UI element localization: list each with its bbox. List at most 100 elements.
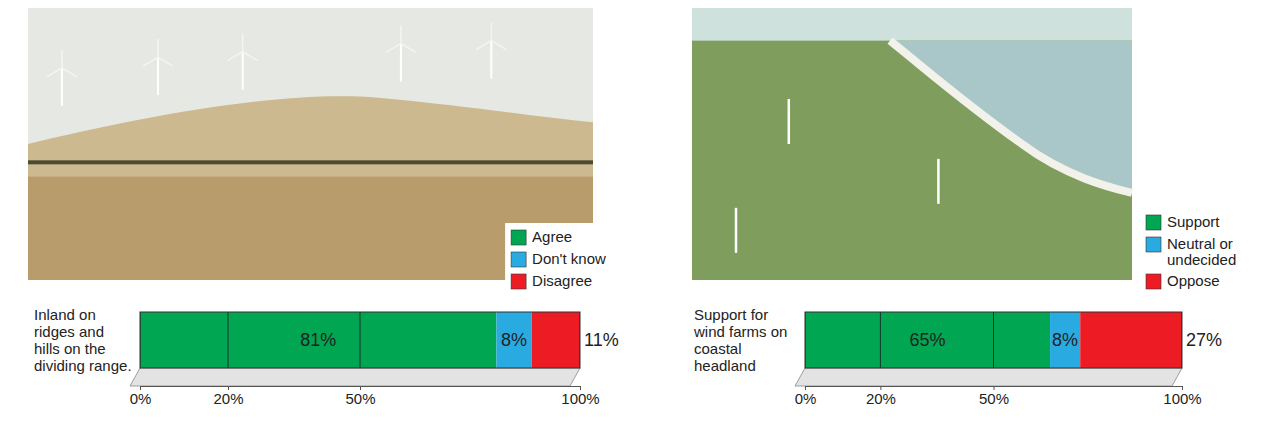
text-line: hills on the: [34, 340, 106, 357]
figure: 0% 20% 50% 100% Inland onridges andhills on …: [0, 0, 1275, 427]
text-line: dividing range.: [34, 357, 132, 374]
x-axis: 0% 20% 50% 100%: [795, 386, 1202, 407]
photo-turbine: [490, 41, 492, 79]
panel: 0% 20% 50% 100% Inland onridges andhills on …: [28, 8, 619, 407]
bar-segment: [805, 312, 1050, 368]
text-line: Support: [1167, 213, 1220, 230]
plot-area: [140, 312, 580, 368]
photo-beach: [890, 41, 1132, 193]
plot-frame: [140, 312, 580, 368]
text-line: wind farms on: [693, 323, 787, 340]
data-label: 65%: [910, 330, 946, 350]
category-label: Support forwind farms oncoastalheadland: [693, 306, 787, 374]
legend-swatch: [511, 230, 526, 245]
tick: 50%: [345, 386, 375, 407]
text-line: coastal: [694, 340, 742, 357]
text-line: Support for: [694, 306, 768, 323]
photo-turbine-blade: [491, 23, 493, 41]
tick-label: 20%: [866, 390, 896, 407]
tick: 20%: [866, 386, 896, 407]
photo-turbine: [400, 43, 402, 81]
tick: 100%: [561, 386, 599, 407]
photo-turbine-blade: [62, 68, 77, 77]
photo-turbine-blade: [386, 43, 401, 52]
text-line: Neutral or: [1167, 235, 1233, 252]
photo-turbine-blade: [61, 50, 63, 68]
photo-land: [692, 8, 1132, 280]
photo-turbine-blade: [243, 52, 258, 61]
tick: 0%: [130, 386, 152, 407]
grid-line: [880, 312, 881, 368]
tick-label: 100%: [561, 390, 599, 407]
legend-label: Neutral orundecided: [1167, 235, 1236, 268]
text-line: ridges and: [34, 323, 104, 340]
plot-area: [805, 312, 1182, 368]
tick: 100%: [1163, 386, 1201, 407]
photo-turbine: [242, 52, 244, 90]
panel: 0% 20% 50% 100% Support forwind farms oncoas…: [692, 8, 1242, 407]
photo-sky: [692, 8, 1132, 41]
legend-swatch: [511, 274, 526, 289]
legend-swatch: [1146, 274, 1161, 289]
tick-label: 20%: [213, 390, 243, 407]
plot-frame: [805, 312, 1182, 368]
tick-label: 50%: [345, 390, 375, 407]
photo-turbine: [788, 99, 791, 144]
tick: 0%: [795, 386, 817, 407]
text-line: headland: [694, 357, 756, 374]
bar-segment: [496, 312, 531, 368]
text-line: undecided: [1167, 251, 1236, 268]
photo-turbine: [937, 159, 940, 204]
text-line: Oppose: [1167, 272, 1220, 289]
tick: 20%: [213, 386, 243, 407]
photo-turbine: [735, 208, 738, 253]
legend-label: Don't know: [532, 250, 606, 267]
photo: [692, 8, 1132, 280]
data-label: 8%: [1052, 330, 1078, 350]
photo-hedge: [28, 160, 593, 164]
photo-turbine-blade: [157, 39, 159, 57]
photo-turbine-blade: [476, 41, 491, 50]
tick: 50%: [979, 386, 1009, 407]
photo-turbine-blade: [491, 41, 506, 50]
photo-turbine-blade: [401, 43, 416, 52]
legend-label: Support: [1167, 213, 1220, 230]
legend-swatch: [1146, 215, 1161, 230]
data-label: 11%: [584, 330, 619, 350]
text-line: Inland on: [34, 306, 96, 323]
text-line: Disagree: [532, 272, 592, 289]
x-axis: 0% 20% 50% 100%: [130, 386, 600, 407]
data-label: 8%: [501, 330, 527, 350]
legend-label: Agree: [532, 228, 572, 245]
photo-turbine-blade: [228, 52, 243, 61]
photo-turbine-blade: [242, 34, 244, 52]
text-line: Agree: [532, 228, 572, 245]
bar-segment: [1050, 312, 1080, 368]
tick-label: 0%: [130, 390, 152, 407]
photo-turbine-blade: [47, 68, 62, 77]
floor: [130, 368, 580, 386]
text-line: Don't know: [532, 250, 606, 267]
grid-line: [360, 312, 361, 368]
bar-segment: [140, 312, 496, 368]
legend: Support Neutral orundecided Oppose: [1140, 208, 1242, 296]
data-label: 81%: [300, 330, 336, 350]
legend-swatch: [511, 252, 526, 267]
floor: [795, 368, 1182, 386]
legend-box: [1140, 208, 1242, 296]
data-label: 27%: [1186, 330, 1222, 350]
legend-label: Disagree: [532, 272, 592, 289]
tick-label: 0%: [795, 390, 817, 407]
tick-label: 50%: [979, 390, 1009, 407]
category-label: Inland onridges andhills on thedividing …: [34, 306, 132, 374]
photo-turbine: [61, 68, 63, 106]
bar-segment: [532, 312, 580, 368]
grid-line: [993, 312, 994, 368]
legend-box: [505, 223, 612, 296]
photo-turbine-blade: [158, 57, 173, 66]
photo-turbine-blade: [400, 25, 402, 43]
tick-label: 100%: [1163, 390, 1201, 407]
legend-label: Oppose: [1167, 272, 1220, 289]
photo-turbine: [157, 57, 159, 95]
photo-turbine-blade: [143, 57, 158, 66]
